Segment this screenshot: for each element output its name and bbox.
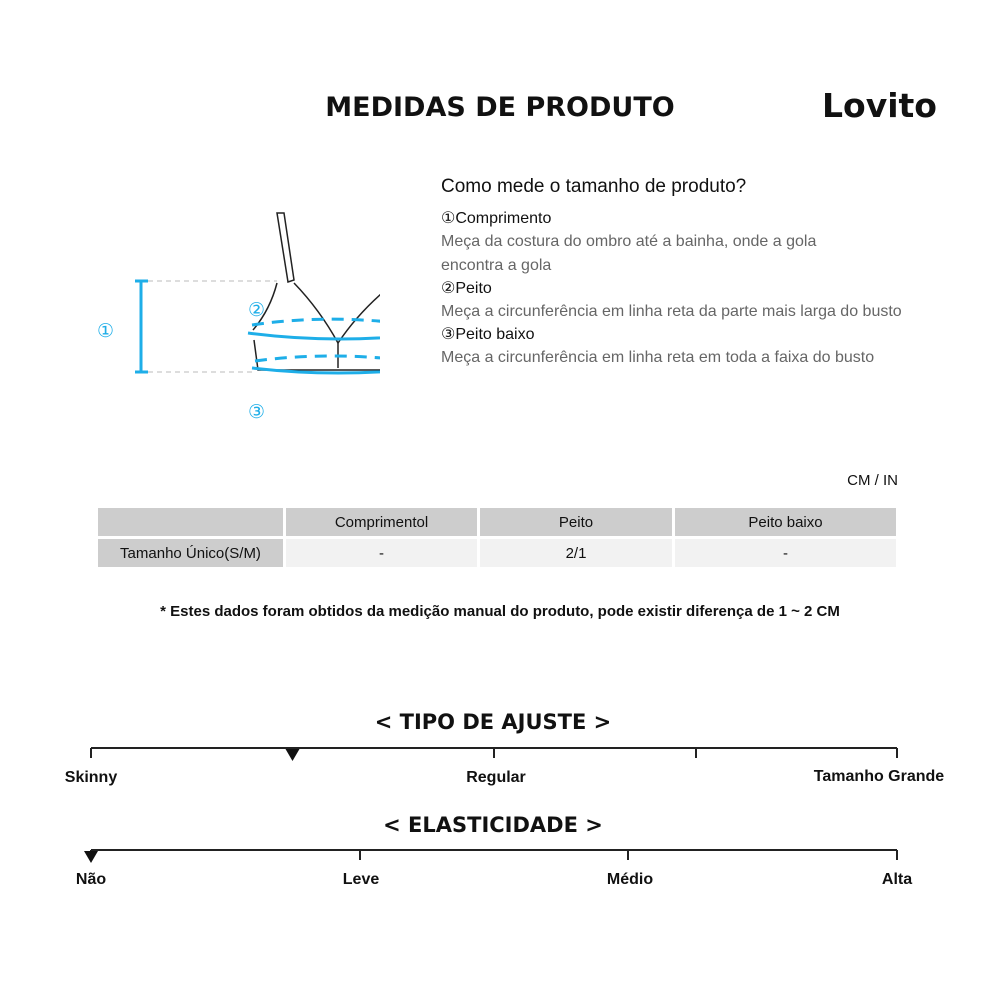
fit-title: < TIPO DE AJUSTE >: [374, 710, 612, 734]
howto-item-title: ①Comprimento: [441, 210, 552, 227]
elasticity-scale: [84, 849, 898, 863]
measurement-note: * Estes dados foram obtidos da medição m…: [160, 603, 840, 620]
howto-item-desc: Meça a circunferência em linha reta da p…: [441, 303, 902, 320]
page-title: MEDIDAS DE PRODUTO: [325, 92, 675, 123]
howto-heading: Como mede o tamanho de produto?: [441, 176, 747, 197]
howto-item-title: ②Peito: [441, 280, 492, 297]
elasticity-label: Não: [75, 871, 107, 888]
table-cell: -: [286, 539, 477, 567]
table-row: Tamanho Único(S/M) - 2/1 -: [98, 539, 896, 567]
howto-item-title: ③Peito baixo: [441, 326, 535, 343]
howto-item-desc: Meça da costura do ombro até a bainha, o…: [441, 233, 817, 274]
size-table: Comprimentol Peito Peito baixo Tamanho Ú…: [95, 505, 899, 570]
unit-label: CM / IN: [847, 472, 898, 489]
howto-item-desc: Meça a circunferência em linha reta em t…: [441, 349, 875, 366]
marker-underbust: ③: [248, 401, 265, 423]
marker-length: ①: [97, 320, 114, 342]
brand-logo: Lovito: [822, 86, 937, 125]
table-header: Peito: [480, 508, 672, 536]
elasticity-indicator: [84, 851, 98, 863]
fit-label: Skinny: [64, 769, 118, 786]
fit-scale: [90, 747, 898, 761]
fit-label: Regular: [466, 769, 526, 786]
marker-chest: ②: [248, 299, 265, 321]
table-cell: -: [675, 539, 896, 567]
table-header: Peito baixo: [675, 508, 896, 536]
table-header: Comprimentol: [286, 508, 477, 536]
fit-indicator: [285, 749, 300, 761]
bra-measurement-diagram: ① ② ③: [97, 212, 380, 423]
table-header-row: Comprimentol Peito Peito baixo: [98, 508, 896, 536]
elasticity-title: < ELASTICIDADE >: [383, 813, 603, 837]
elasticity-label: Leve: [342, 871, 380, 888]
how-to-measure: Como mede o tamanho de produto? ①Comprim…: [441, 176, 961, 370]
table-cell: Tamanho Único(S/M): [98, 539, 283, 567]
elasticity-label: Alta: [881, 871, 913, 888]
fit-label: Tamanho Grande: [813, 768, 945, 785]
table-header: [98, 508, 283, 536]
table-cell: 2/1: [480, 539, 672, 567]
elasticity-label: Médio: [606, 871, 654, 888]
